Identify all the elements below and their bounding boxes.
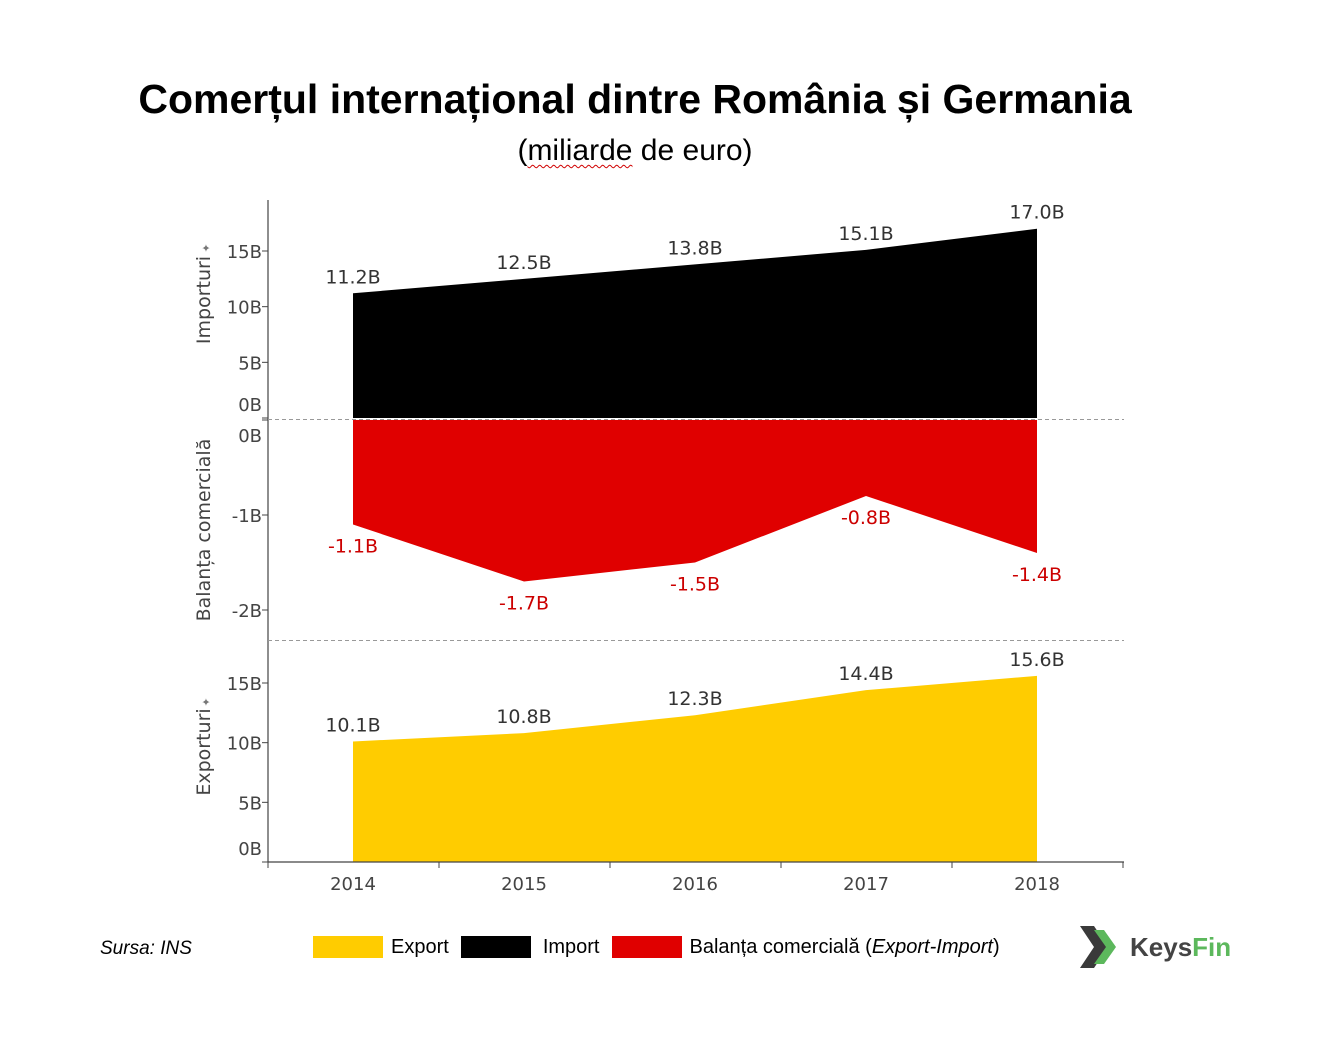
ylabel-pin-icon-imports: ✦ (200, 243, 213, 252)
data-label-balance-2: -1.5B (670, 574, 720, 596)
legend-swatch-balance (611, 936, 682, 958)
xtick-label-1: 2015 (501, 874, 547, 895)
legend-item-balance: Balanța comercială (Export-Import) (608, 936, 1000, 959)
area-balance (353, 420, 1037, 582)
data-label-balance-4: -1.4B (1012, 564, 1062, 586)
ylabel-exports: Exporturi (193, 708, 215, 795)
area-exports (353, 675, 1037, 862)
legend-label-import: Import (542, 935, 600, 958)
ylabel-imports: Importuri (193, 256, 215, 344)
chevron-logo-icon (1080, 926, 1116, 968)
legend-label-balance-a: Balanța comercială ( (689, 935, 872, 958)
ytick-label-imports-2: 10B (227, 298, 262, 319)
data-label-imports-0: 11.2B (325, 266, 380, 288)
ytick-label-exports-0: 0B (238, 839, 262, 860)
data-label-exports-3: 14.4B (838, 663, 893, 685)
ylabel-pin-icon-exports: ✦ (200, 697, 213, 706)
logo-text: KeysFin (1130, 932, 1231, 963)
logo-text-keys: Keys (1130, 931, 1193, 962)
data-label-exports-0: 10.1B (325, 714, 380, 736)
data-label-exports-2: 12.3B (667, 688, 722, 710)
data-label-exports-1: 10.8B (496, 706, 551, 728)
legend-label-balance-em: Export-Import (871, 935, 993, 958)
ylabel-balance: Balanța comercială (193, 439, 215, 622)
xtick-label-2: 2016 (672, 874, 718, 895)
data-label-balance-1: -1.7B (499, 593, 549, 615)
data-label-balance-3: -0.8B (841, 507, 891, 529)
legend-label-export: Export (391, 935, 449, 958)
ytick-label-imports-1: 5B (238, 353, 262, 374)
xtick-label-3: 2017 (843, 874, 889, 895)
source-note: Sursa: INS (100, 938, 192, 959)
ytick-label-exports-1: 5B (238, 793, 262, 814)
ytick-label-imports-0: 0B (238, 395, 262, 416)
legend-swatch-import (460, 936, 531, 958)
subtitle-rest: de euro) (632, 134, 753, 167)
subtitle-open: ( (517, 134, 528, 167)
area-imports (353, 228, 1037, 418)
data-label-imports-2: 13.8B (667, 237, 722, 259)
data-label-imports-4: 17.0B (1009, 202, 1064, 224)
data-label-exports-4: 15.6B (1009, 649, 1064, 671)
legend-label-balance: Balanța comercială (Export-Import) (690, 936, 1000, 959)
xtick-label-4: 2018 (1014, 874, 1060, 895)
legend-item-export: Export (313, 936, 449, 959)
chart-title: Comerțul internațional dintre România și… (138, 76, 1132, 122)
legend-item-import: Import (457, 936, 600, 959)
chart-panels: 0B 5B 10B 15B Importuri ✦ 11.2B 12.5B 13.8B 15.1B… (193, 200, 1124, 895)
legend-label-balance-end: ) (992, 935, 1000, 958)
ytick-label-balance-0: 0B (238, 426, 262, 447)
data-label-balance-0: -1.1B (328, 536, 378, 558)
subtitle-word: miliarde (527, 134, 633, 167)
legend: Export Import Balanța comercială (Export… (313, 934, 1008, 960)
keysfin-logo: KeysFin (1080, 926, 1231, 968)
data-label-imports-1: 12.5B (496, 252, 551, 274)
data-label-imports-3: 15.1B (838, 223, 893, 245)
ytick-label-balance-2: -2B (232, 601, 262, 622)
ytick-label-exports-3: 15B (227, 674, 262, 695)
ytick-label-imports-3: 15B (227, 242, 262, 263)
ytick-label-exports-2: 10B (227, 734, 262, 755)
ytick-label-balance-1: -1B (232, 506, 262, 527)
chart-subtitle: (miliarde de euro) (0, 134, 1270, 168)
logo-text-fin: Fin (1192, 931, 1232, 962)
xtick-label-0: 2014 (330, 874, 376, 895)
legend-swatch-export (313, 936, 383, 958)
